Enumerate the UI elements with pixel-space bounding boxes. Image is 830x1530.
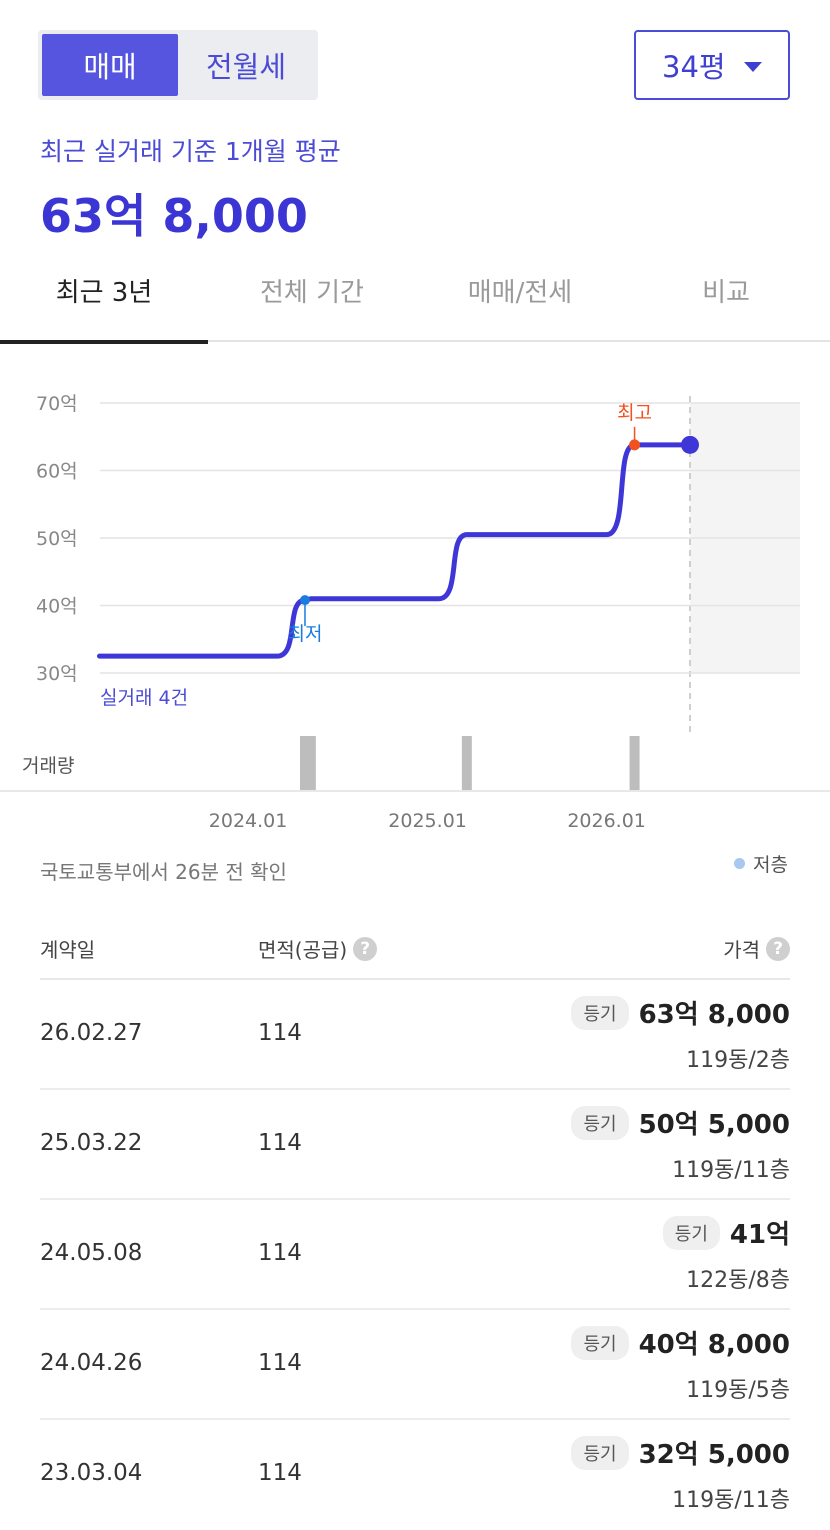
header-contract-date-label: 계약일 (40, 938, 96, 962)
size-dropdown[interactable]: 34평 (634, 30, 790, 100)
y-tick-label: 40억 (36, 596, 78, 618)
price-cell: 등기 50억 5,000 (571, 1104, 790, 1141)
sale-tab-button[interactable]: 매매 (42, 34, 178, 96)
table-row[interactable]: 24.05.08 114 등기 41억 122동/8층 (40, 1200, 790, 1310)
area-value: 114 (258, 1460, 302, 1486)
table-row[interactable]: 26.02.27 114 등기 63억 8,000 119동/2층 (40, 980, 790, 1090)
legend-dot-icon (734, 858, 746, 869)
registered-badge: 등기 (571, 995, 629, 1030)
volume-bar (461, 736, 472, 790)
contract-date: 25.03.22 (40, 1130, 143, 1156)
period-tabs: 최근 3년 전체 기간 매매/전세 비교 (0, 262, 830, 344)
building-floor: 119동/2층 (686, 1048, 790, 1073)
building-floor: 119동/11층 (672, 1158, 790, 1183)
max-marker-point (629, 439, 641, 451)
x-tick-label: 2026.01 (567, 810, 646, 832)
price-value: 40억 8,000 (638, 1330, 790, 1360)
help-icon[interactable]: ? (766, 936, 790, 961)
header-price-label: 가격 (723, 938, 760, 962)
volume-bar (629, 736, 640, 790)
contract-date: 23.03.04 (40, 1460, 143, 1486)
contract-date: 24.05.08 (40, 1240, 143, 1266)
building-floor: 119동/11층 (672, 1488, 790, 1513)
price-value: 50억 5,000 (638, 1110, 790, 1140)
data-source-note: 국토교통부에서 26분 전 확인 (40, 860, 287, 884)
price-cell: 등기 41억 (662, 1214, 790, 1251)
volume-label: 거래량 (22, 755, 74, 777)
area-value: 114 (258, 1350, 302, 1376)
price-cell: 등기 63억 8,000 (571, 994, 790, 1031)
transactions-table-header: 계약일 면적(공급) ? 가격 ? (40, 920, 790, 980)
average-price-label: 최근 실거래 기준 1개월 평균 (40, 137, 341, 166)
table-row[interactable]: 23.03.04 114 등기 32억 5,000 119동/11층 (40, 1420, 790, 1530)
tab-all-period[interactable]: 전체 기간 (260, 278, 364, 308)
price-cell: 등기 40억 8,000 (571, 1324, 790, 1361)
size-dropdown-value: 34평 (662, 50, 726, 84)
registered-badge: 등기 (571, 1325, 629, 1360)
area-value: 114 (258, 1020, 302, 1046)
price-value: 63억 8,000 (638, 1000, 790, 1030)
price-value: 32억 5,000 (638, 1440, 790, 1470)
rent-tab-button[interactable]: 전월세 (178, 34, 314, 96)
transactions-table: 26.02.27 114 등기 63억 8,000 119동/2층 25.03.… (40, 980, 790, 1530)
price-chart[interactable]: 70억 60억 50억 40억 30억 2024.01 2025.01 2026.01 최저… (0, 370, 830, 840)
x-tick-label: 2025.01 (388, 810, 467, 832)
contract-date: 26.02.27 (40, 1020, 143, 1046)
current-price-point (681, 435, 699, 454)
average-price-value: 63억 8,000 (40, 189, 308, 243)
volume-bar (305, 736, 316, 790)
min-marker-label: 최저 (287, 623, 322, 645)
area-value: 114 (258, 1130, 302, 1156)
floor-legend: 저층 (734, 850, 788, 877)
area-value: 114 (258, 1240, 302, 1266)
header-contract-date: 계약일 (40, 934, 95, 963)
tab-recent-3-years[interactable]: 최근 3년 (0, 262, 208, 344)
tab-compare[interactable]: 비교 (702, 278, 750, 308)
help-icon[interactable]: ? (353, 936, 378, 961)
building-floor: 119동/5층 (686, 1378, 790, 1403)
table-row[interactable]: 24.04.26 114 등기 40억 8,000 119동/5층 (40, 1310, 790, 1420)
volume-bar (299, 736, 310, 790)
price-line (96, 442, 693, 659)
tab-sale-vs-lease[interactable]: 매매/전세 (467, 278, 573, 308)
min-marker-point (299, 595, 310, 606)
chart-divider (0, 790, 830, 792)
y-tick-label: 60억 (36, 461, 78, 483)
table-row[interactable]: 25.03.22 114 등기 50억 5,000 119동/11층 (40, 1090, 790, 1200)
price-cell: 등기 32억 5,000 (571, 1434, 790, 1471)
price-value: 41억 (729, 1220, 790, 1250)
header-price: 가격 ? (723, 934, 790, 963)
x-tick-label: 2024.01 (209, 810, 288, 832)
y-tick-label: 50억 (36, 528, 78, 550)
contract-date: 24.04.26 (40, 1350, 143, 1376)
caret-down-icon (744, 62, 762, 72)
registered-badge: 등기 (571, 1435, 629, 1470)
legend-label: 저층 (753, 854, 788, 876)
y-tick-label: 30억 (36, 663, 78, 685)
y-tick-label: 70억 (36, 393, 78, 415)
max-marker-label: 최고 (617, 402, 652, 424)
header-area: 면적(공급) ? (258, 934, 378, 963)
registered-badge: 등기 (571, 1105, 629, 1140)
header-area-label: 면적(공급) (258, 938, 348, 962)
trade-type-toggle: 매매 전월세 (38, 30, 318, 100)
registered-badge: 등기 (662, 1215, 720, 1250)
building-floor: 122동/8층 (686, 1268, 790, 1293)
deal-count-label: 실거래 4건 (100, 687, 188, 709)
